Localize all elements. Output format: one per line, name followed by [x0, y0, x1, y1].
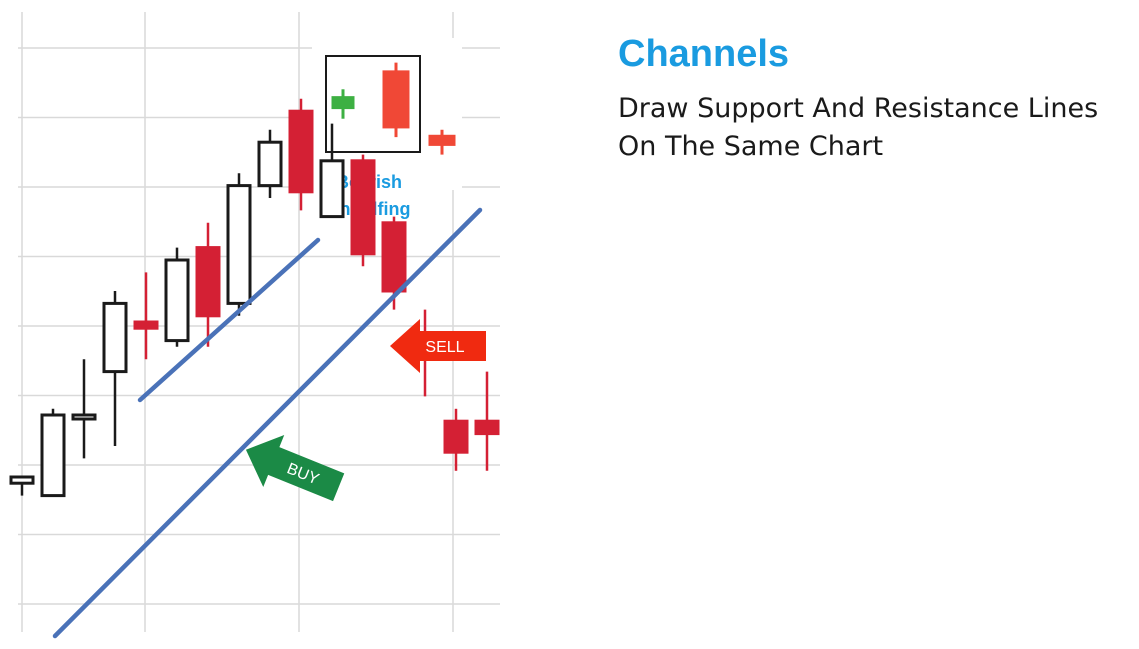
candle-body [381, 221, 407, 293]
candle-body [40, 413, 66, 498]
candle-body [257, 140, 283, 188]
subtitle: Draw Support And Resistance Lines On The… [618, 90, 1133, 166]
buy-arrow: BUY [245, 435, 345, 502]
candle-bear [443, 408, 469, 471]
sell-label: SELL [425, 339, 464, 356]
candle-body [195, 246, 221, 318]
inset-candle-body [382, 70, 410, 129]
inset-candle-body [428, 134, 456, 146]
candle-bear [195, 222, 221, 347]
candles-group [9, 98, 500, 498]
candle-body [71, 413, 97, 421]
candle-bull [226, 173, 252, 316]
candle-bull [40, 408, 66, 498]
buy-arrow-shape [245, 435, 345, 502]
candle-bull [319, 123, 345, 219]
candle-bull [257, 129, 283, 198]
candle-body [164, 258, 190, 343]
chart-background [0, 0, 560, 649]
channel-lines [52, 207, 483, 639]
candle-bull [9, 475, 35, 496]
candle-bear [381, 216, 407, 310]
candle-body [133, 320, 159, 330]
inset-candle-bear [428, 129, 456, 155]
resistance-line [137, 237, 321, 403]
sell-arrow: SELL [390, 319, 486, 373]
inset-candle-bear [382, 62, 410, 138]
inset-candle-bull [331, 89, 355, 119]
candle-body [350, 159, 376, 256]
page-title: Channels [618, 33, 790, 75]
candle-bull [164, 247, 190, 347]
candle-bear [474, 371, 500, 471]
candle-bull [71, 359, 97, 459]
candle-body [102, 301, 128, 374]
inset-frame [325, 55, 421, 153]
inset-candle-body [331, 96, 355, 110]
candle-body [288, 109, 314, 194]
subtitle-line-1: Draw Support And Resistance Lines [618, 93, 1099, 124]
support-line [52, 207, 483, 639]
sell-arrow-shape [390, 319, 486, 373]
candle-body [474, 419, 500, 436]
candle-body [443, 419, 469, 454]
subtitle-line-2: On The Same Chart [618, 130, 884, 162]
candle-body [9, 475, 35, 485]
candle-bull [102, 291, 128, 446]
signal-arrows: SELL BUY [245, 319, 486, 502]
candle-bear [133, 272, 159, 360]
candle-body [319, 159, 345, 219]
candle-bear [288, 98, 314, 211]
candle-body [226, 184, 252, 305]
candle-bear [350, 154, 376, 267]
